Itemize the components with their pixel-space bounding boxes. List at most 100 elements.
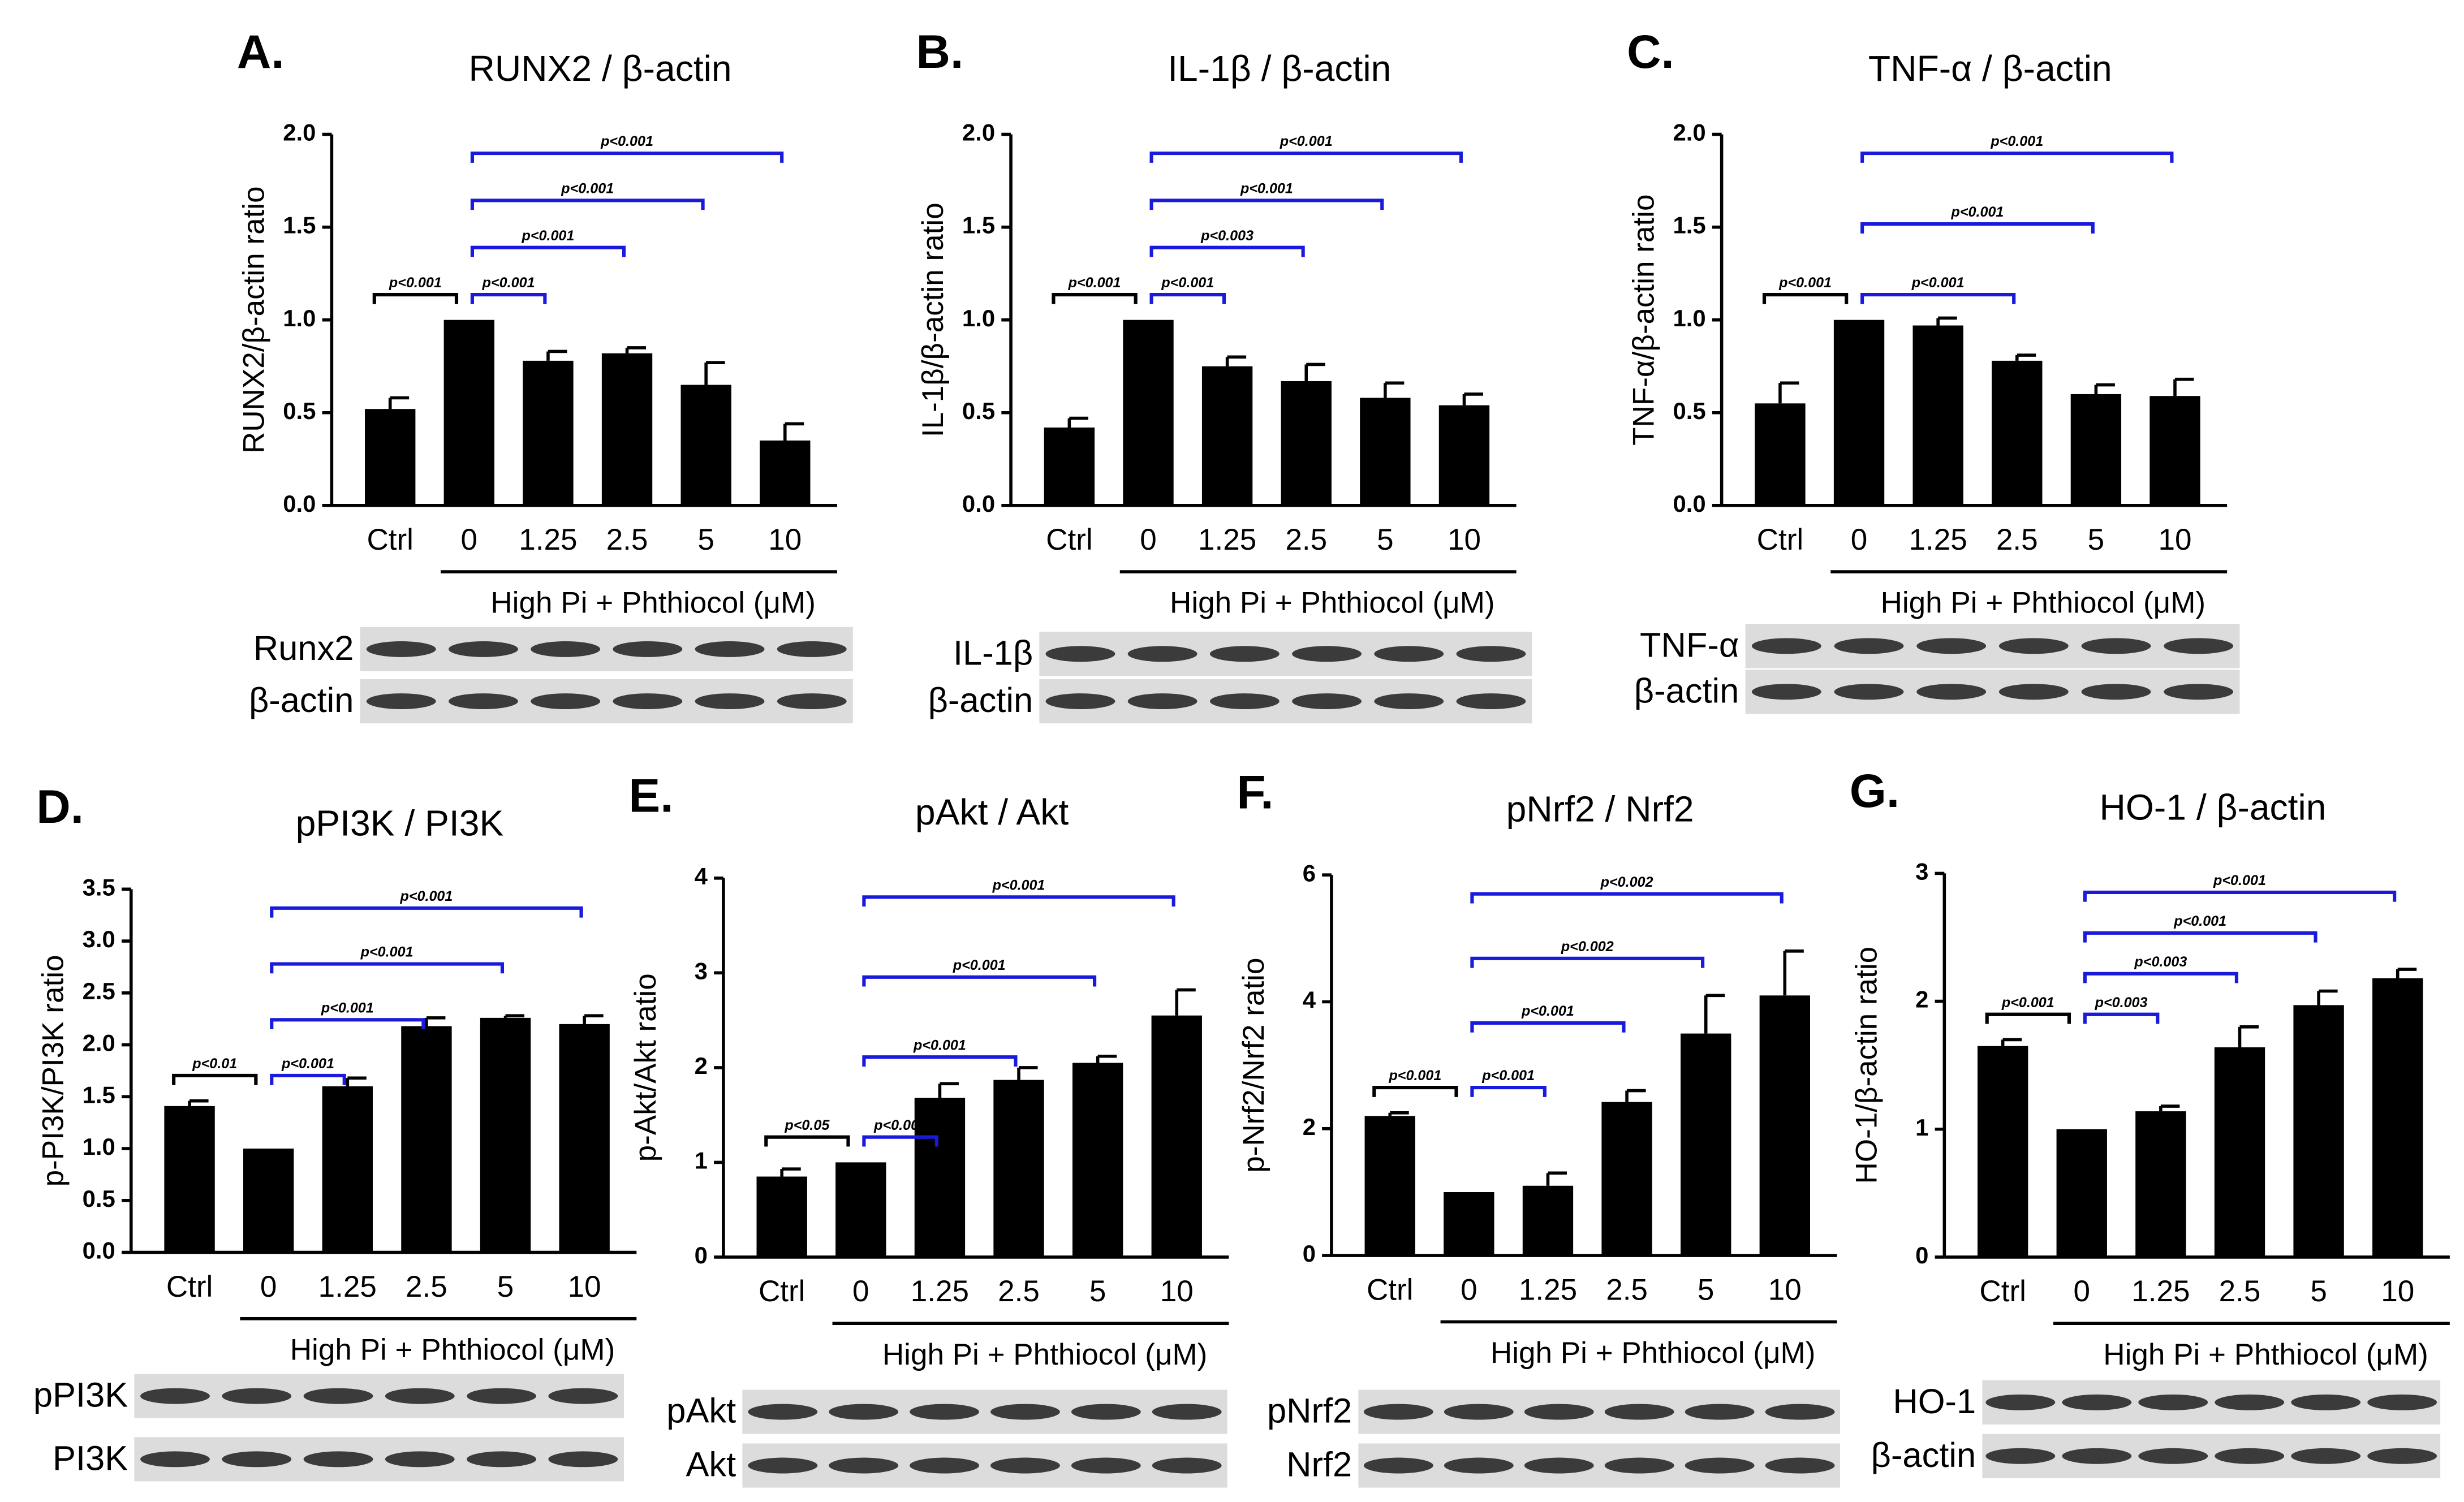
blot-label: IL-1β <box>953 633 1033 672</box>
blot-band <box>140 1451 210 1468</box>
blot-band <box>1998 684 2069 700</box>
significance-bracket <box>172 1073 258 1085</box>
y-axis-label: RUNX2/β-actin ratio <box>237 186 270 454</box>
p-value: p<0.001 <box>389 275 442 291</box>
y-tick-label: 1.0 <box>1673 305 1705 331</box>
y-tick-label: 3.5 <box>83 874 115 900</box>
error-bar <box>1096 1054 1117 1063</box>
x-tick-label: 5 <box>1698 1273 1715 1306</box>
bar <box>1681 1033 1731 1256</box>
bar <box>601 353 653 506</box>
y-axis-label: TNF-α/β-actin ratio <box>1627 195 1661 446</box>
x-tick-label: 2.5 <box>2219 1275 2261 1308</box>
y-axis-label: p-Akt/Akt ratio <box>629 973 662 1162</box>
y-tick-label: 2.0 <box>962 119 995 146</box>
blot-band <box>1209 693 1280 710</box>
p-value: p<0.003 <box>2134 954 2187 970</box>
x-tick-label: 1.25 <box>1909 523 1967 556</box>
significance-bracket <box>1985 1012 2071 1024</box>
blot-band <box>1045 693 1115 710</box>
y-tick-label: 0 <box>695 1242 708 1268</box>
significance-bracket <box>1052 292 1138 304</box>
error-bar <box>2001 1038 2022 1046</box>
blot-band <box>366 693 436 710</box>
y-axis-label: p-PI3K/PI3K ratio <box>37 955 70 1187</box>
group-label: High Pi + Phthiocol (μM) <box>882 1338 1208 1371</box>
significance-bracket <box>2083 890 2397 902</box>
blot-band <box>1127 693 1197 710</box>
x-tick-label: 1.25 <box>318 1270 377 1304</box>
p-value: p<0.001 <box>2173 913 2226 929</box>
error-bar <box>1783 949 1804 996</box>
blot-band <box>1916 638 1987 654</box>
significance-bracket <box>372 292 459 304</box>
blot-band <box>222 1451 292 1468</box>
blot-label: pNrf2 <box>1267 1392 1352 1431</box>
bar <box>1151 1015 1202 1257</box>
y-axis-label: HO-1/β-actin ratio <box>1850 947 1883 1184</box>
y-tick-label: 2.0 <box>1673 119 1705 146</box>
y-tick-label: 0.0 <box>1673 490 1705 517</box>
blot-label: Nrf2 <box>1286 1445 1352 1484</box>
blot-band <box>1071 1457 1141 1474</box>
group-label: High Pi + Phthiocol (μM) <box>490 586 816 620</box>
x-tick-label: Ctrl <box>1979 1275 2026 1308</box>
panel-letter: C. <box>1627 25 1674 78</box>
x-tick-label: 10 <box>1160 1275 1194 1308</box>
blot-label: PI3K <box>53 1439 128 1478</box>
blot-band <box>1524 1457 1594 1474</box>
blot-strip <box>1982 1380 2441 1425</box>
bar <box>760 440 811 506</box>
x-tick-label: 5 <box>1089 1275 1106 1308</box>
significance-bracket <box>270 1018 425 1030</box>
panel: A. RUNX2 / β-actin RUNX2/β-actin ratio 0.0 0… <box>237 25 853 724</box>
blot-band <box>829 1404 899 1420</box>
y-tick-label: 1.0 <box>83 1133 115 1160</box>
p-value: p<0.001 <box>992 877 1045 893</box>
x-tick-label: 5 <box>2088 523 2105 556</box>
blot-band <box>1444 1404 1514 1420</box>
y-tick-label: 0.5 <box>962 398 995 424</box>
x-tick-label: 0 <box>461 523 478 556</box>
chart-title: pAkt / Akt <box>915 792 1069 832</box>
bar <box>480 1017 531 1253</box>
error-bar <box>2094 383 2115 394</box>
blot-band <box>829 1457 899 1474</box>
y-tick-label: 4 <box>695 863 708 890</box>
error-bar <box>704 361 725 385</box>
y-tick-label: 1.0 <box>962 305 995 331</box>
blot-band <box>1685 1404 1755 1420</box>
blot-band <box>1292 646 1362 662</box>
p-value: p<0.001 <box>1280 133 1333 149</box>
error-bar <box>1778 381 1799 404</box>
bar <box>993 1080 1044 1257</box>
blot-strip <box>134 1437 624 1482</box>
y-axis-label: p-Nrf2/Nrf2 ratio <box>1237 958 1270 1173</box>
panel: G. HO-1 / β-actin HO-1/β-actin ratio 0 1 2 3 Ct… <box>1850 764 2450 1478</box>
blot-band <box>910 1404 979 1420</box>
y-tick-label: 1 <box>695 1147 708 1173</box>
error-bar <box>938 1082 959 1098</box>
blot-strip <box>1358 1443 1841 1488</box>
blot-band <box>1456 693 1526 710</box>
x-tick-label: 5 <box>2310 1275 2327 1308</box>
significance-bracket <box>470 245 626 257</box>
blot-band <box>467 1451 536 1468</box>
blot-band <box>1765 1457 1835 1474</box>
y-axis-label: IL-1β/β-actin ratio <box>916 202 950 437</box>
chart-title: pNrf2 / Nrf2 <box>1506 788 1694 829</box>
x-tick-label: 2.5 <box>998 1275 1040 1308</box>
blot-band <box>1916 684 1987 700</box>
blot-band <box>1292 693 1362 710</box>
blot-label: pAkt <box>666 1392 736 1431</box>
bar <box>2135 1111 2186 1257</box>
x-tick-label: Ctrl <box>367 523 413 556</box>
significance-bracket <box>1470 956 1705 968</box>
error-bar <box>546 349 567 361</box>
chart-title: RUNX2 / β-actin <box>468 48 731 89</box>
y-tick-label: 3.0 <box>83 926 115 952</box>
x-tick-label: 0 <box>1140 523 1157 556</box>
bar <box>1759 995 1810 1256</box>
panel-letter: B. <box>916 25 964 78</box>
x-tick-label: 0 <box>260 1270 277 1304</box>
